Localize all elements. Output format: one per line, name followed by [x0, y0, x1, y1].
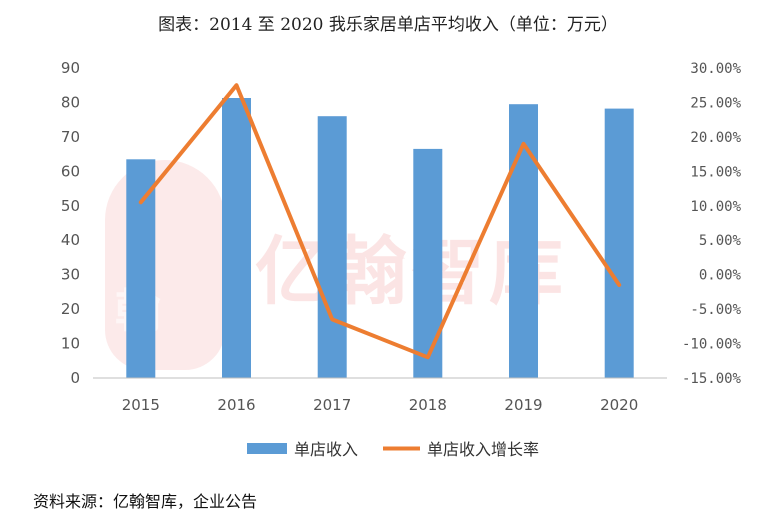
source-note: 资料来源：亿翰智库，企业公告	[33, 492, 258, 511]
right-tick-label: 15.00%	[690, 164, 741, 180]
x-axis-ticks: 2015 2016 2017 2018 2019 2020	[122, 396, 639, 414]
legend: 单店收入 单店收入增长率	[247, 440, 539, 459]
x-tick-label: 2018	[409, 396, 447, 414]
x-tick-label: 2015	[122, 396, 160, 414]
bar-2015	[126, 159, 156, 378]
bar-2020	[604, 108, 634, 378]
bar-2019	[509, 104, 538, 378]
left-tick-label: 80	[61, 93, 80, 111]
x-tick-label: 2016	[217, 396, 255, 414]
left-tick-label: 0	[70, 369, 80, 387]
legend-swatch-bar	[247, 443, 287, 454]
growth-rate-line	[138, 83, 622, 360]
bar-2018	[413, 148, 443, 378]
bar-2017	[317, 116, 347, 378]
right-tick-label: 5.00%	[699, 233, 742, 249]
bar-series-group	[126, 98, 634, 378]
left-tick-label: 10	[61, 335, 80, 353]
chart-title: 图表：2014 至 2020 我乐家居单店平均收入（单位：万元）	[158, 15, 618, 35]
legend-label-line: 单店收入增长率	[427, 440, 539, 459]
right-tick-label: 0.00%	[699, 268, 742, 284]
right-tick-label: 20.00%	[690, 130, 741, 146]
legend-label-bar: 单店收入	[294, 440, 358, 459]
right-tick-label: 30.00%	[690, 61, 741, 77]
right-tick-label: -10.00%	[682, 337, 742, 353]
x-tick-label: 2019	[504, 396, 542, 414]
right-tick-label: -5.00%	[690, 302, 741, 318]
line-series-group	[138, 83, 622, 360]
right-tick-label: 10.00%	[690, 199, 741, 215]
watermark-logo	[105, 160, 225, 370]
right-tick-label: -15.00%	[682, 371, 742, 387]
left-axis-ticks: 0 10 20 30 40 50 60 70 80 90	[61, 59, 80, 387]
right-axis-ticks: -15.00% -10.00% -5.00% 0.00% 5.00% 10.00% 15.0…	[682, 61, 742, 387]
x-tick-label: 2020	[600, 396, 638, 414]
right-tick-label: 25.00%	[690, 95, 741, 111]
bar-2016	[222, 98, 251, 378]
left-tick-label: 40	[61, 231, 80, 249]
combo-chart: 0 10 20 30 40 50 60 70 80 90 -15.00% -10.00% -5.00%…	[61, 59, 742, 459]
left-tick-label: 20	[61, 300, 80, 318]
x-tick-label: 2017	[313, 396, 351, 414]
left-tick-label: 30	[61, 266, 80, 284]
left-tick-label: 70	[61, 128, 80, 146]
left-tick-label: 50	[61, 197, 80, 215]
left-tick-label: 60	[61, 162, 80, 180]
left-tick-label: 90	[61, 59, 80, 77]
